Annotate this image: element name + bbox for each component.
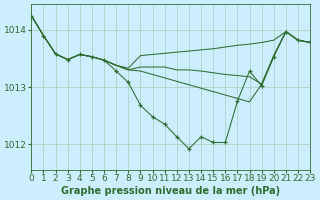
X-axis label: Graphe pression niveau de la mer (hPa): Graphe pression niveau de la mer (hPa): [61, 186, 280, 196]
